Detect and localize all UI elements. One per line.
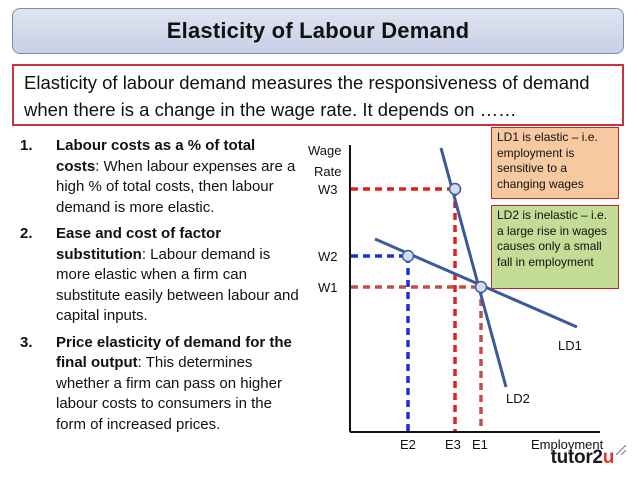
e3-label: E3 <box>445 437 461 452</box>
ld2-callout: LD2 is inelastic – i.e. a large rise in … <box>491 205 619 289</box>
w1-e1-point <box>474 280 488 294</box>
intro-text: Elasticity of labour demand measures the… <box>24 72 590 120</box>
determinant-item: 1. Labour costs as a % of total costs: Wh… <box>20 136 302 218</box>
logo-mark-icon <box>616 445 626 455</box>
item-body: : Labour demand is more elastic when a f… <box>56 245 299 325</box>
logo-main: tutor2 <box>550 447 603 468</box>
ld1-label: LD1 <box>558 338 582 353</box>
x-axis-label: Employment <box>531 437 604 452</box>
ld2-label: LD2 <box>506 391 530 406</box>
ld1-callout-text: LD1 is elastic – i.e. employment is sens… <box>497 130 598 191</box>
y-axis-label-line1: Wage <box>308 143 341 158</box>
item-number: 3. <box>20 333 33 351</box>
title-banner: Elasticity of Labour Demand <box>12 8 624 54</box>
e2-label: E2 <box>400 437 416 452</box>
e1-label: E1 <box>472 437 488 452</box>
w2-label: W2 <box>318 249 338 264</box>
w2-e2-point <box>401 249 415 263</box>
y-axis-label-line2: Rate <box>314 164 341 179</box>
ld2-callout-text: LD2 is inelastic – i.e. a large rise in … <box>497 208 608 269</box>
item-number: 1. <box>20 137 33 154</box>
item-heading: Labour costs as a % of total costs <box>56 137 256 175</box>
determinant-item: 2. Ease and cost of factor substitution: … <box>20 224 302 327</box>
item-heading: Ease and cost of factor substitution <box>56 225 222 263</box>
w1-label: W1 <box>318 280 338 295</box>
determinants-list: 1. Labour costs as a % of total costs: Wh… <box>20 136 302 441</box>
intro-box: Elasticity of labour demand measures the… <box>12 64 624 126</box>
w3-e3-point <box>448 182 462 196</box>
determinant-item: 3. Price elasticity of demand for the fin… <box>20 333 302 436</box>
item-number: 2. <box>20 225 33 242</box>
item-body: : When labour expenses are a high % of t… <box>56 157 296 216</box>
item-heading: Price elasticity of demand for the final… <box>56 333 292 372</box>
item-body: : This determines whether a firm can pas… <box>56 354 282 433</box>
w3-label: W3 <box>318 182 338 197</box>
ld1-callout: LD1 is elastic – i.e. employment is sens… <box>491 127 619 199</box>
slide-title: Elasticity of Labour Demand <box>166 18 470 43</box>
tutor2u-logo: tutor2u <box>550 445 626 469</box>
logo-accent: u <box>602 447 615 468</box>
